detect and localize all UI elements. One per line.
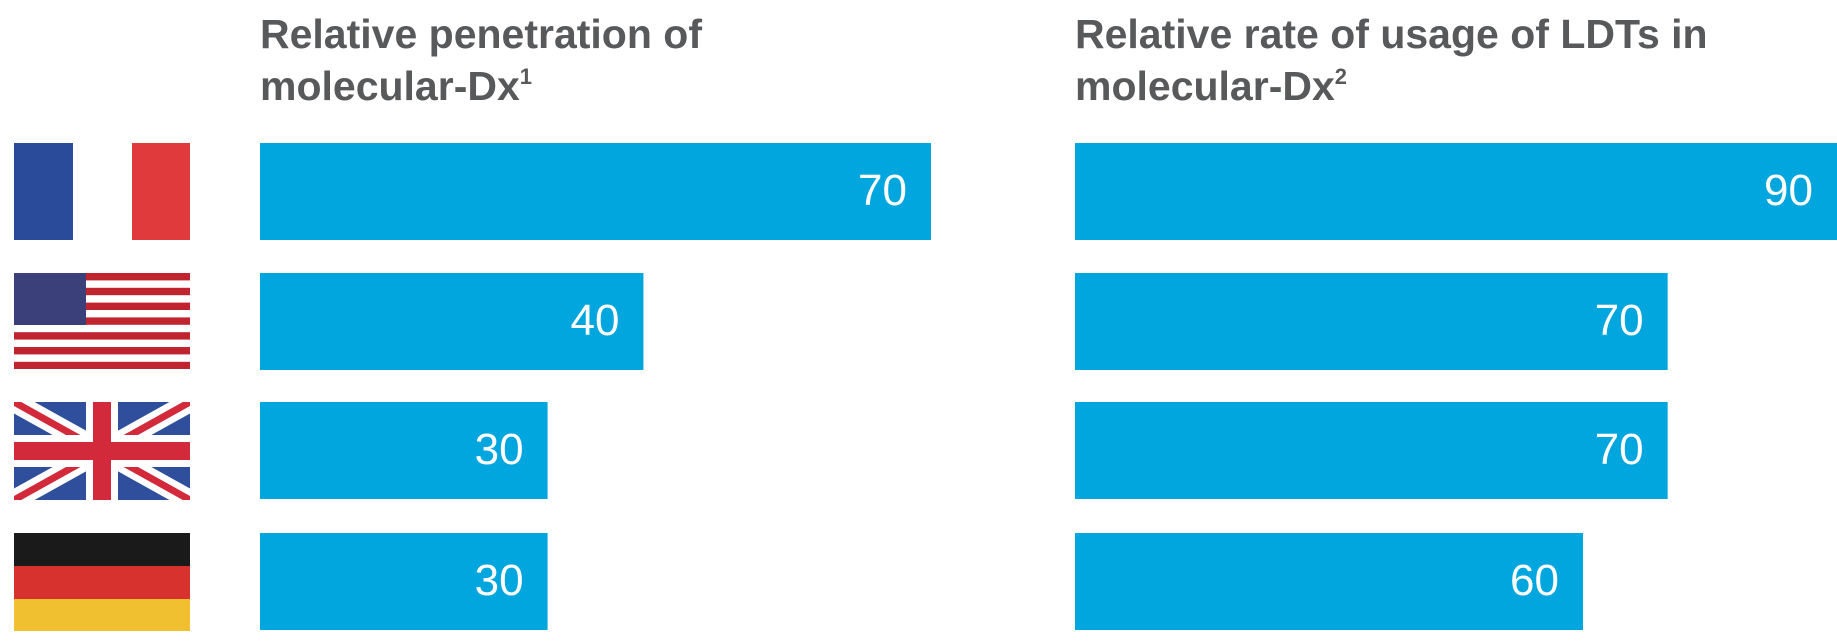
- flag-usa: [14, 273, 190, 369]
- footnote-mark: 1: [519, 64, 533, 89]
- chart-title: Relative penetration of molecular-Dx1: [260, 8, 830, 112]
- bar: [260, 402, 548, 499]
- value-label: 30: [475, 556, 524, 605]
- flag-germany: [14, 533, 190, 631]
- value-label: 70: [858, 166, 907, 215]
- value-label: 60: [1510, 556, 1559, 605]
- bar: [260, 143, 931, 240]
- value-label: 40: [570, 296, 619, 345]
- flag-france: [14, 143, 190, 240]
- bar: [1075, 402, 1668, 499]
- bar: [1075, 143, 1837, 240]
- footnote-mark: 2: [1334, 64, 1348, 89]
- bar: [1075, 273, 1668, 370]
- value-label: 30: [475, 425, 524, 474]
- value-label: 70: [1595, 296, 1644, 345]
- bar: [260, 273, 644, 370]
- bar: [1075, 533, 1583, 630]
- flag-uk: [14, 402, 190, 500]
- title-text: Relative rate of usage of LDTs in molecu…: [1075, 11, 1708, 109]
- value-label: 70: [1595, 425, 1644, 474]
- title-text: Relative penetration of molecular-Dx: [260, 11, 702, 109]
- value-label: 90: [1764, 166, 1813, 215]
- bar: [260, 533, 548, 630]
- chart-title: Relative rate of usage of LDTs in molecu…: [1075, 8, 1795, 112]
